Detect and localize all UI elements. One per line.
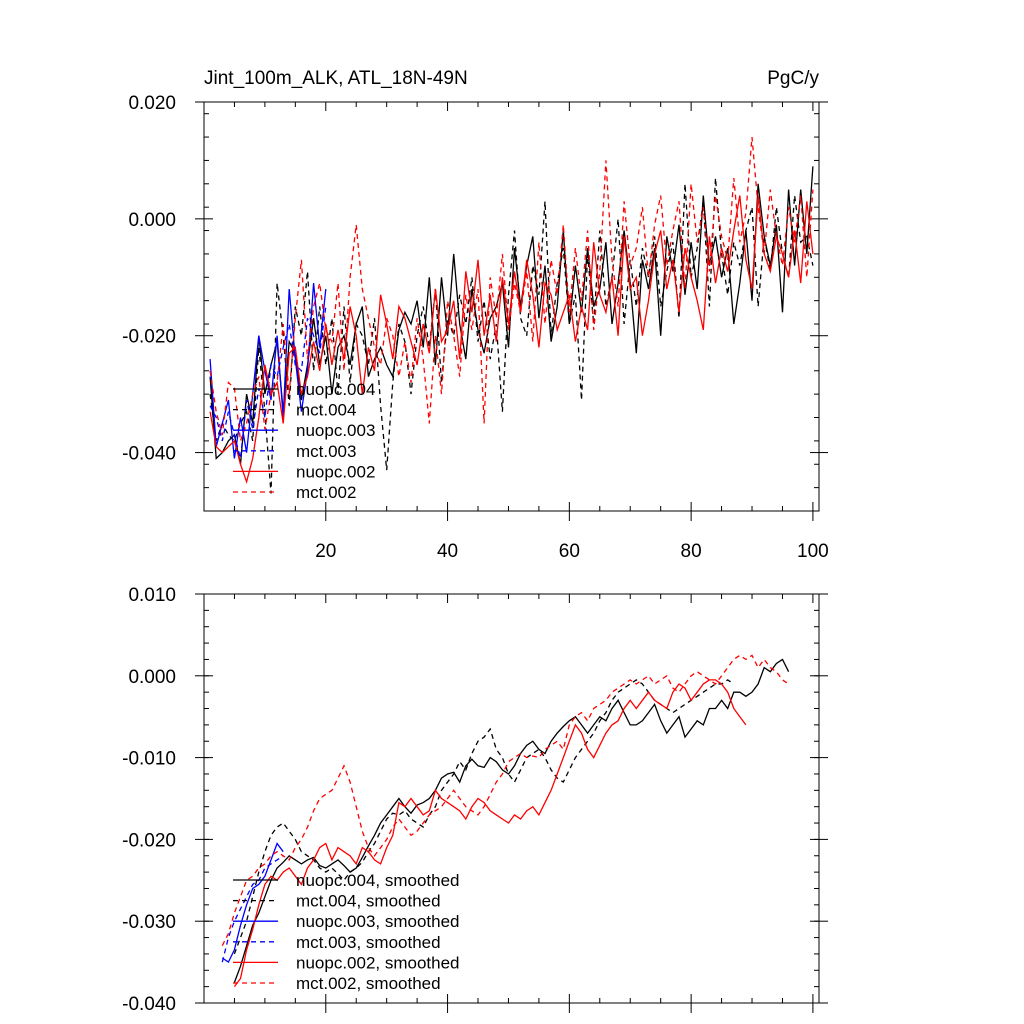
bottom-legend-label-nuopc-002-smoothed: nuopc.002, smoothed [296,953,460,972]
top-x-tick-label: 60 [559,541,580,562]
top-y-tick-label: 0.000 [128,210,176,231]
bottom-y-tick-label: 0.000 [128,667,176,688]
bottom-y-tick-label: -0.010 [122,749,176,770]
bottom-series-nuopc-002-smoothed [233,679,747,987]
top-series-mct-003 [209,306,327,459]
bottom-series-nuopc-004-smoothed [233,658,790,983]
bottom-y-tick-label: -0.030 [122,912,176,933]
top-x-tick-label: 40 [437,541,458,562]
top-chart-units: PgC/y [767,68,819,89]
top-axes: 20 40 60 80 100 0.020 0.000 -0.020 -0.040 [122,93,829,562]
top-series-mct-002 [209,137,814,442]
bottom-series-mct-003-smoothed [221,855,284,963]
top-y-tick-label: 0.020 [128,93,176,114]
top-x-tick-label: 20 [315,541,336,562]
bottom-series-mct-004-smoothed [233,679,735,955]
bottom-y-tick-label: 0.010 [128,585,176,606]
bottom-legend-label-mct-002-smoothed: mct.002, smoothed [296,974,441,993]
bottom-legend-label-mct-003-smoothed: mct.003, smoothed [296,933,441,952]
bottom-series-mct-002-smoothed [221,654,789,946]
bottom-series-nuopc-003-smoothed [221,842,284,964]
top-series-group [209,137,814,494]
bottom-y-tick-label: -0.040 [122,994,176,1015]
top-legend-label-mct-003: mct.003 [296,442,356,461]
top-legend-label-nuopc-002: nuopc.002 [296,462,375,481]
top-legend-label-nuopc-004: nuopc.004 [296,380,375,399]
top-x-tick-label: 80 [681,541,702,562]
bottom-plot-frame [203,593,820,1004]
top-legend-label-nuopc-003: nuopc.003 [296,421,375,440]
top-plot-frame [203,101,820,512]
top-panel: Jint_100m_ALK, ATL_18N-49N PgC/y 20 40 60 8… [122,68,829,562]
top-legend-label-mct-002: mct.002 [296,483,356,502]
bottom-y-tick-label: -0.020 [122,830,176,851]
bottom-series-group [221,654,790,987]
top-y-tick-label: -0.020 [122,327,176,348]
bottom-legend-label-nuopc-004-smoothed: nuopc.004, smoothed [296,871,460,890]
top-chart-title: Jint_100m_ALK, ATL_18N-49N [204,68,468,89]
top-y-tick-label: -0.040 [122,444,176,465]
top-series-nuopc-002 [209,195,814,485]
bottom-legend-label-nuopc-003-smoothed: nuopc.003, smoothed [296,912,460,931]
top-legend-label-mct-004: mct.004 [296,401,356,420]
bottom-axes: 0.010 0.000 -0.010 -0.020 -0.030 -0.040 [122,585,828,1015]
top-x-tick-label: 100 [797,541,829,562]
bottom-legend-label-mct-004-smoothed: mct.004, smoothed [296,892,441,911]
bottom-panel: 0.010 0.000 -0.010 -0.020 -0.030 -0.040 nuopc… [122,585,828,1015]
